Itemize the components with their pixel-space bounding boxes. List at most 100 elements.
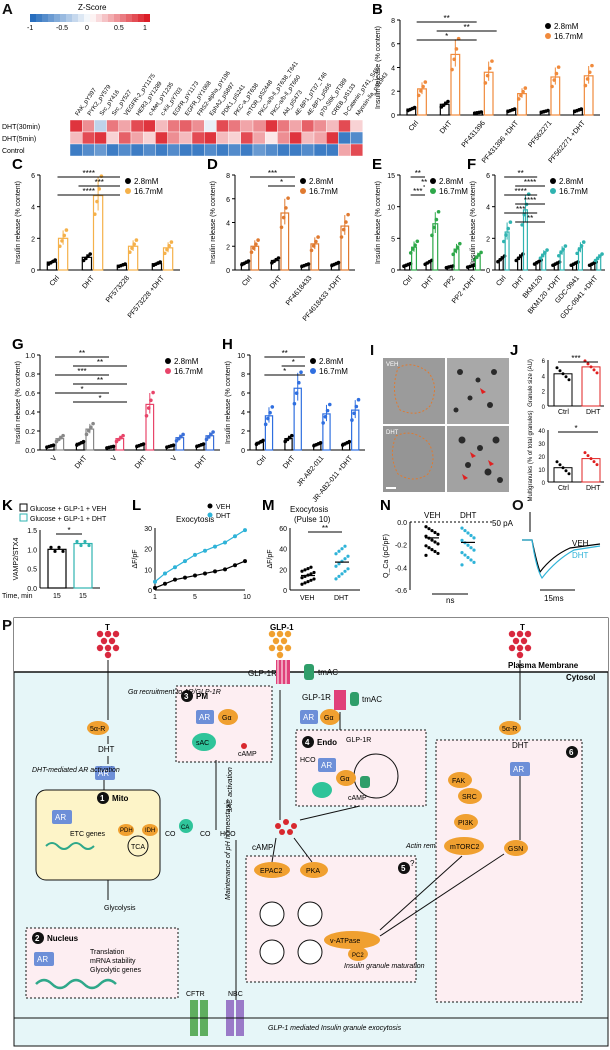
y-tick-label: 20 [538, 455, 545, 461]
molecule-dot [512, 637, 520, 645]
data-point [163, 581, 167, 586]
data-point [545, 248, 549, 252]
data-point [436, 209, 441, 214]
heatmap-cell [155, 131, 168, 145]
legend-dot [550, 188, 556, 194]
molecule-dot [284, 644, 292, 652]
heatmap-cell [167, 131, 181, 145]
series-line [154, 529, 246, 583]
sig-stars: * [280, 178, 283, 187]
vatpase-icon [324, 931, 380, 949]
data-point [303, 581, 307, 585]
zscore-title: Z-Score [78, 3, 107, 12]
heatmap-cell [240, 131, 254, 145]
zscore-legend-swatch [60, 14, 66, 22]
y-tick-label: 4 [391, 66, 395, 73]
ph-text: Maintenance of pH homeostasis [225, 800, 232, 900]
testosterone-cluster-right [508, 630, 532, 659]
data-point [309, 572, 313, 576]
mtorc2-label: mTORC2 [450, 844, 480, 851]
panel-label-k: K [2, 497, 13, 514]
panel-label-l: L [132, 497, 141, 514]
data-point [516, 97, 521, 101]
sig-stars: ** [527, 214, 533, 223]
data-point [463, 528, 467, 533]
sig-stars: *** [268, 169, 277, 178]
glp1-cluster [268, 630, 292, 659]
data-point [502, 254, 507, 258]
data-point [279, 225, 284, 230]
data-point [463, 553, 467, 557]
data-point [337, 549, 341, 553]
molecule-dot [516, 630, 524, 638]
panel-label-j: J [510, 342, 518, 359]
data-point [460, 526, 464, 530]
x-tick-label: Ctrl [402, 274, 415, 287]
data-point [479, 110, 484, 114]
y-tick-label: 4 [542, 374, 546, 380]
data-point [424, 544, 428, 548]
sig-stars: * [98, 394, 101, 403]
heatmap-cell [106, 119, 119, 133]
y-tick-label: 0 [391, 268, 395, 275]
molecule-dot [96, 630, 104, 638]
molecule-dot [524, 644, 532, 652]
data-point [213, 544, 217, 549]
legend-dot [430, 178, 436, 184]
data-point [309, 565, 313, 569]
y-tick-label: 0.0 [27, 586, 37, 593]
data-point [299, 370, 303, 374]
y-tick-label: 20 [279, 567, 287, 574]
data-point [436, 542, 440, 546]
data-point [433, 540, 437, 544]
sig-stars: ** [421, 178, 427, 187]
epac2-label: EPAC2 [260, 868, 283, 875]
data-point [479, 250, 483, 255]
panel-a: A Z-Score -1 -0.5 0 0.5 1 FAK_pY397PYK2_pY57… [2, 1, 390, 157]
panel-l: L Exocytosis 0 10 20 30 ΔF/pF 1 5 10 VEH DHT [132, 497, 251, 601]
em-tag-veh: VEH [386, 362, 398, 368]
y-tick-label: 0 [283, 588, 287, 595]
data-point [408, 251, 413, 255]
legend-dot [550, 178, 556, 184]
sig-stars: **** [83, 187, 95, 196]
panel-label: G [12, 336, 24, 353]
panel-m: M Exocytosis(Pulse 10) 0 20 40 60 ΔF/pF VEH DHT *… [262, 497, 360, 602]
y-tick-label: 2 [241, 429, 245, 436]
data-point [346, 554, 350, 558]
molecule-dot [516, 651, 524, 659]
panel-label: E [372, 156, 382, 173]
data-point [249, 250, 254, 254]
zscore-legend-swatch [78, 14, 84, 22]
data-point [436, 551, 440, 556]
y-axis-label: ΔF/pF [267, 549, 274, 568]
co2-label: CO [165, 831, 176, 838]
legend-label: Glucose + GLP-1 + VEH [30, 506, 106, 513]
molecule-dot [284, 630, 292, 638]
data-point [423, 80, 428, 84]
5ar-right-label: 5α-R [502, 726, 517, 733]
molecule-dot [508, 630, 516, 638]
data-point [469, 533, 473, 538]
5ar-left-icon [87, 721, 109, 735]
heatmap-cell [240, 119, 254, 133]
data-point [430, 528, 434, 533]
y-tick-label: 0.4 [25, 410, 35, 417]
y-tick-label: 10 [387, 205, 395, 212]
data-point [201, 442, 206, 446]
y-tick-label: 40 [538, 429, 545, 435]
zscore-legend-swatch [30, 14, 36, 22]
data-point [466, 555, 470, 560]
heatmap-col-labels: FAK_pY397PYK2_pY579Src_pY416Src_pY527VEG… [75, 60, 390, 117]
molecule-dot [276, 651, 284, 659]
galpha-recruit-text: Gα recruitment to AR/GLP-1R [128, 689, 221, 696]
cftr-label: CFTR [186, 991, 205, 998]
data-point [340, 547, 344, 551]
heatmap-cell [252, 143, 266, 157]
heatmap-cell [338, 131, 351, 145]
trace-legend-veh: VEH [572, 539, 589, 548]
data-point [213, 569, 217, 574]
data-point [416, 93, 421, 98]
y-tick-label: 40 [279, 547, 287, 554]
